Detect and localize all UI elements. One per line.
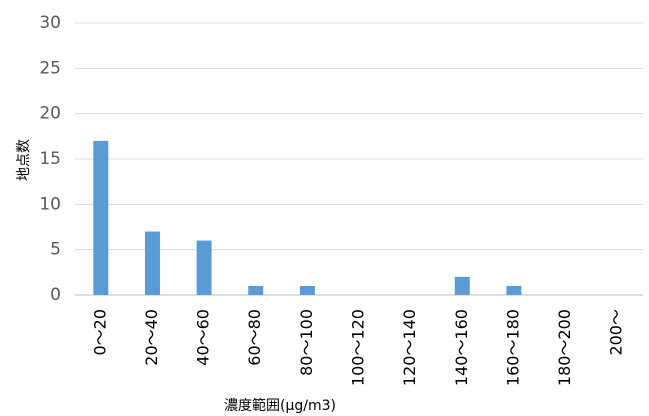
y-tick-label: 20 [39,104,61,124]
bar [93,140,109,295]
x-category-label: 60～80 [245,309,264,366]
bar [454,276,470,295]
x-category-label: 200～ [607,309,626,356]
y-tick-label: 25 [39,58,61,78]
x-category-label: 20～40 [142,309,161,366]
y-tick-label: 30 [39,13,61,33]
bar [299,285,315,295]
bar [506,285,522,295]
gridlines [75,22,643,296]
x-category-label: 100～120 [349,309,368,386]
y-tick-label: 5 [50,240,61,260]
bar [248,285,264,295]
y-axis-ticks: 0 5 10 15 20 25 30 [39,13,61,305]
bar [196,240,212,295]
x-category-label: 80～100 [297,309,316,376]
y-tick-label: 10 [39,194,61,214]
x-axis-categories: 0～20 20～40 40～60 60～80 80～100 100～120 120～140 1… [90,309,625,386]
bar [144,231,160,295]
x-category-label: 40～60 [194,309,213,366]
x-category-label: 120～140 [400,309,419,386]
y-tick-label: 0 [50,285,61,305]
x-category-label: 0～20 [90,309,109,356]
y-tick-label: 15 [39,149,61,169]
x-category-label: 180～200 [555,309,574,386]
x-category-label: 140～160 [452,309,471,386]
x-axis-label: 濃度範囲(μg/m3) [224,397,336,414]
x-category-label: 160～180 [503,309,522,386]
y-axis-label: 地点数 [16,139,32,181]
bars [93,140,522,295]
